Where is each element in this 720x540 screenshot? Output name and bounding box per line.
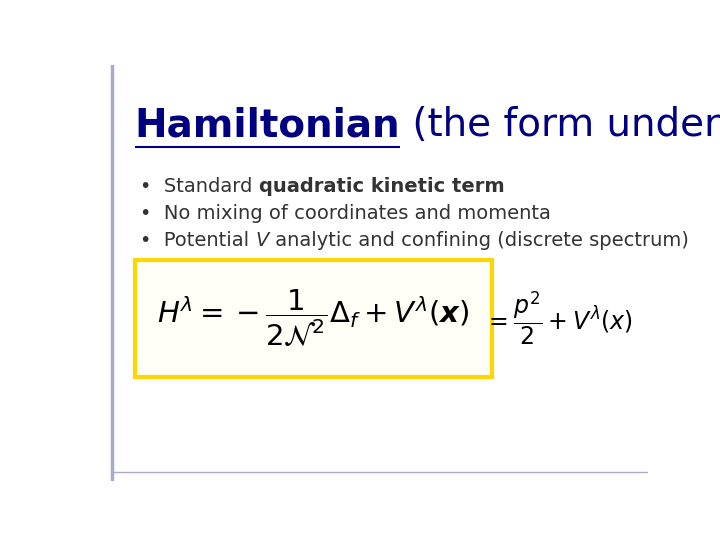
Text: •  Potential: • Potential — [140, 231, 256, 250]
Text: $= \dfrac{p^2}{2} + V^\lambda(x)$: $= \dfrac{p^2}{2} + V^\lambda(x)$ — [485, 289, 633, 347]
Text: •  Standard: • Standard — [140, 177, 259, 196]
Text: (the form under study in this work): (the form under study in this work) — [400, 106, 720, 144]
Text: $H^\lambda = -\dfrac{1}{2\mathcal{N}^2}\Delta_f + V^\lambda(\boldsymbol{x})$: $H^\lambda = -\dfrac{1}{2\mathcal{N}^2}\… — [157, 288, 469, 349]
Text: Hamiltonian: Hamiltonian — [135, 106, 400, 144]
Text: •  No mixing of coordinates and momenta: • No mixing of coordinates and momenta — [140, 204, 551, 223]
Text: V: V — [256, 231, 269, 250]
FancyBboxPatch shape — [135, 260, 492, 377]
Text: analytic and confining (discrete spectrum): analytic and confining (discrete spectru… — [269, 231, 689, 250]
Text: quadratic kinetic term: quadratic kinetic term — [259, 177, 505, 196]
